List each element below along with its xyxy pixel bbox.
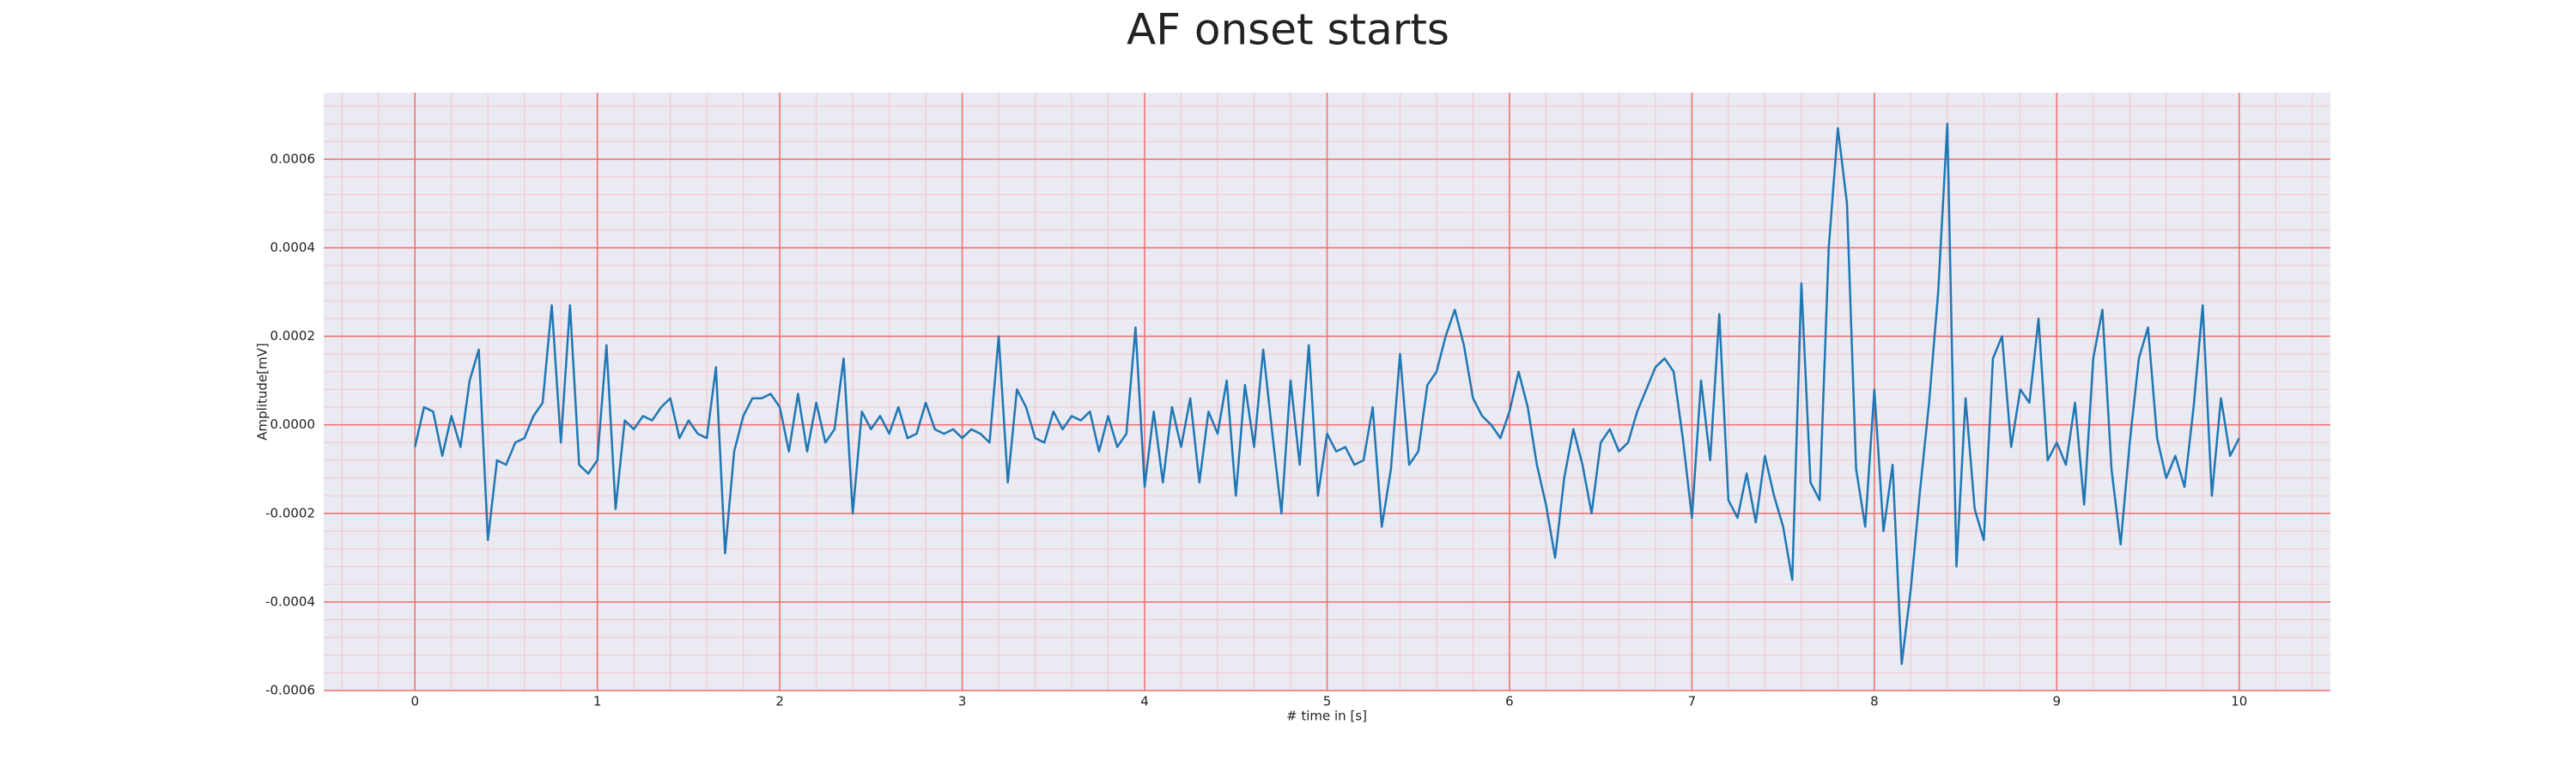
- y-tick-label: 0.0004: [270, 240, 316, 255]
- x-tick-label: 10: [2231, 694, 2247, 709]
- line-series: [414, 122, 2240, 666]
- marks: [414, 122, 2240, 666]
- x-tick-label: 6: [1505, 694, 1514, 709]
- y-tick-label: -0.0002: [265, 505, 315, 520]
- x-tick-label: 8: [1870, 694, 1879, 709]
- x-tick-label: 9: [2053, 694, 2062, 709]
- x-tick-label: 1: [593, 694, 602, 709]
- x-tick-label: 2: [775, 694, 784, 709]
- y-tick-label: -0.0004: [265, 593, 315, 609]
- grid: [324, 93, 2330, 691]
- labels: 0 1 2 3 4 5 6 7 8 9 10 -0.0006 -0.0004 -0.0002 0.0000 0…: [265, 151, 2247, 709]
- y-axis-label: Amplitude[mV]: [255, 343, 270, 440]
- chart-title: AF onset starts: [1127, 5, 1449, 55]
- y-tick-label: 0.0002: [270, 328, 316, 344]
- x-tick-label: 7: [1688, 694, 1697, 709]
- x-axis-label: # time in [s]: [1286, 709, 1367, 724]
- y-tick-label: -0.0006: [265, 683, 315, 698]
- x-tick-label: 4: [1140, 694, 1149, 709]
- x-tick-label: 5: [1323, 694, 1332, 709]
- y-tick-label: 0.0000: [270, 417, 316, 432]
- x-tick-label: 3: [958, 694, 967, 709]
- x-tick-label: 0: [410, 694, 419, 709]
- y-tick-label: 0.0006: [270, 151, 316, 167]
